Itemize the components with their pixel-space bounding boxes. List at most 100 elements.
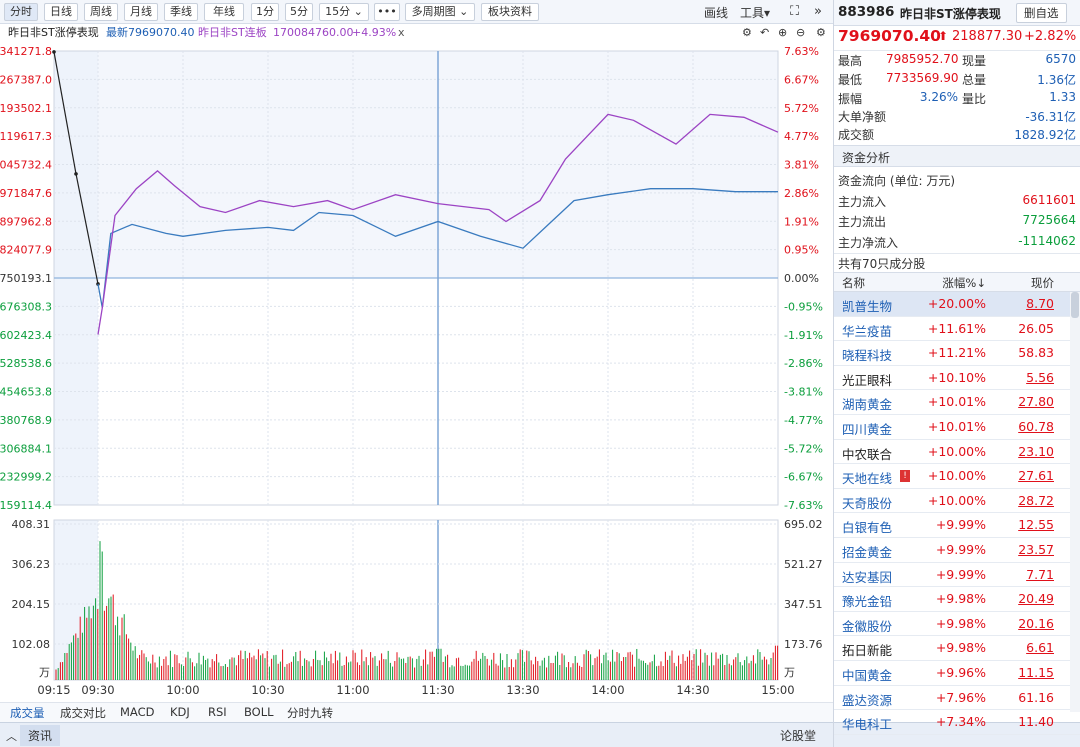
forum-button[interactable]: 论股堂 [780, 729, 817, 743]
price-tick-label: 7602423.4 [0, 329, 52, 342]
tab-volume[interactable]: 成交量 [10, 706, 45, 720]
table-row[interactable]: 华兰疫苗 +11.61% 26.05 [834, 317, 1080, 342]
price-change: 218877.30 [952, 29, 1023, 44]
tab-macd[interactable]: MACD [120, 705, 155, 719]
gear-icon[interactable]: ⚙ [816, 26, 826, 39]
stock-name[interactable]: 天地在线 [842, 471, 893, 487]
price-tick-label: 7232999.2 [0, 471, 52, 484]
multi-period-dropdown[interactable]: 多周期图 ⌄ [405, 3, 475, 21]
table-row[interactable]: 中农联合 +10.00% 23.10 [834, 440, 1080, 465]
stock-price: 8.70 [1026, 296, 1054, 311]
tab-volume-compare[interactable]: 成交对比 [60, 706, 106, 720]
stock-price: 11.15 [1018, 665, 1054, 680]
fund-analysis-tab[interactable]: 资金分析 [834, 145, 1080, 167]
col-name[interactable]: 名称 [842, 276, 865, 290]
tab-boll[interactable]: BOLL [244, 705, 274, 719]
tab-yearly[interactable]: 年线 [204, 3, 244, 21]
stock-name[interactable]: 中农联合 [842, 446, 893, 462]
quote-header: 883986 昨日非ST涨停表现 删自选 [834, 0, 1080, 26]
price-tick-label: 7897962.8 [0, 215, 52, 228]
stock-change: +7.96% [935, 689, 986, 705]
legend-close-button[interactable]: x [398, 26, 405, 39]
stock-name[interactable]: 凯普生物 [842, 299, 893, 314]
price-tick-label: 8045732.4 [0, 159, 52, 172]
stock-name[interactable]: 金徽股份 [842, 618, 893, 634]
table-row[interactable]: 拓日新能 +9.98% 6.61 [834, 636, 1080, 661]
stock-name[interactable]: 光正眼科 [842, 372, 893, 388]
news-tab[interactable]: 资讯 [20, 725, 61, 746]
table-row[interactable]: 盛达资源 +7.96% 61.16 [834, 686, 1080, 711]
tab-nine-turn[interactable]: 分时九转 [287, 706, 333, 720]
table-row[interactable]: 凯普生物 +20.00% 8.70 [834, 292, 1080, 317]
table-row[interactable]: 金徽股份 +9.98% 20.16 [834, 612, 1080, 637]
stock-name[interactable]: 中国黄金 [842, 668, 893, 683]
table-row[interactable]: 天地在线 +10.00% 27.61! [834, 464, 1080, 489]
tab-5min[interactable]: 5分 [285, 3, 313, 21]
collapse-icon[interactable]: » [814, 4, 822, 19]
settings-cog-icon[interactable]: ⚙ [742, 26, 752, 39]
stock-name[interactable]: 四川黄金 [842, 422, 893, 437]
stock-name[interactable]: 天奇股份 [842, 495, 893, 511]
table-row[interactable]: 达安基因 +9.99% 7.71 [834, 563, 1080, 588]
stock-name[interactable]: 华兰疫苗 [842, 323, 893, 339]
table-row[interactable]: 天奇股份 +10.00% 28.72 [834, 489, 1080, 514]
stat-total-vol: 1.36亿 [1037, 73, 1076, 87]
fund-row: 主力流入 6611601 [834, 193, 1080, 212]
table-row[interactable]: 豫光金铅 +9.98% 20.49 [834, 587, 1080, 612]
zoom-in-icon[interactable]: ⊕ [778, 26, 788, 39]
col-price[interactable]: 现价 [1031, 276, 1054, 290]
pct-tick-label: -7.63% [784, 499, 823, 512]
legend-series2-name: 昨日非ST连板 [198, 26, 267, 39]
stock-name[interactable]: 拓日新能 [842, 643, 893, 659]
tab-quarterly[interactable]: 季线 [164, 3, 198, 21]
table-row[interactable]: 四川黄金 +10.01% 60.78 [834, 415, 1080, 440]
remove-favorite-button[interactable]: 删自选 [1016, 3, 1067, 23]
tools-dropdown[interactable]: 工具▾ [740, 6, 771, 20]
table-row[interactable]: 光正眼科 +10.10% 5.56 [834, 366, 1080, 391]
scrollbar-track[interactable] [1070, 292, 1080, 712]
chevron-down-icon: ⌄ [459, 5, 469, 18]
fullscreen-icon[interactable]: ⛶ [790, 4, 800, 19]
more-button[interactable]: ••• [374, 3, 400, 21]
table-row[interactable]: 湖南黄金 +10.01% 27.80 [834, 390, 1080, 415]
stock-name[interactable]: 湖南黄金 [842, 397, 893, 413]
time-tick-label: 13:30 [506, 683, 539, 697]
tab-weekly[interactable]: 周线 [84, 3, 118, 21]
legend-series2-value: 170084760.00 [273, 26, 354, 39]
stock-name[interactable]: 盛达资源 [842, 692, 893, 708]
stock-price: 28.72 [1018, 492, 1054, 508]
table-row[interactable]: 中国黄金 +9.96% 11.15 [834, 661, 1080, 686]
stock-price: 23.10 [1018, 443, 1054, 459]
expand-up-icon[interactable]: ︿ [6, 730, 17, 743]
alert-badge-icon[interactable]: ! [900, 470, 910, 483]
stock-name[interactable]: 华电科工 [842, 717, 893, 733]
tab-1min[interactable]: 1分 [251, 3, 279, 21]
vol-tick-label: 695.02 [784, 518, 823, 531]
zoom-out-icon[interactable]: ⊖ [796, 26, 806, 39]
col-change[interactable]: 涨幅%↓ [942, 276, 986, 290]
sector-info-button[interactable]: 板块资料 [481, 3, 539, 21]
index-code: 883986 [838, 4, 895, 20]
undo-icon[interactable]: ↶ [760, 26, 770, 39]
draw-button[interactable]: 画线 [704, 6, 729, 20]
series-line-limit-up [97, 113, 779, 335]
tab-intraday[interactable]: 分时 [4, 3, 38, 21]
stock-name[interactable]: 晓程科技 [842, 348, 893, 364]
tab-rsi[interactable]: RSI [208, 705, 227, 719]
tab-kdj[interactable]: KDJ [170, 705, 190, 719]
tab-monthly[interactable]: 月线 [124, 3, 158, 21]
stock-name[interactable]: 白银有色 [842, 520, 893, 536]
table-row[interactable]: 招金黄金 +9.99% 23.57 [834, 538, 1080, 563]
stock-name[interactable]: 达安基因 [842, 569, 893, 585]
tab-daily[interactable]: 日线 [44, 3, 78, 21]
vol-tick-label: 173.76 [784, 638, 823, 651]
tab-15min-dropdown[interactable]: 15分 ⌄ [319, 3, 369, 21]
table-row[interactable]: 华电科工 +7.34% 11.40 [834, 710, 1080, 735]
table-row[interactable]: 晓程科技 +11.21% 58.83 [834, 341, 1080, 366]
scrollbar-thumb[interactable] [1071, 292, 1079, 318]
stock-name[interactable]: 豫光金铅 [842, 594, 893, 610]
vol-unit-label: 万 [39, 666, 50, 679]
table-row[interactable]: 白银有色 +9.99% 12.55 [834, 513, 1080, 538]
stock-name[interactable]: 招金黄金 [842, 545, 893, 560]
